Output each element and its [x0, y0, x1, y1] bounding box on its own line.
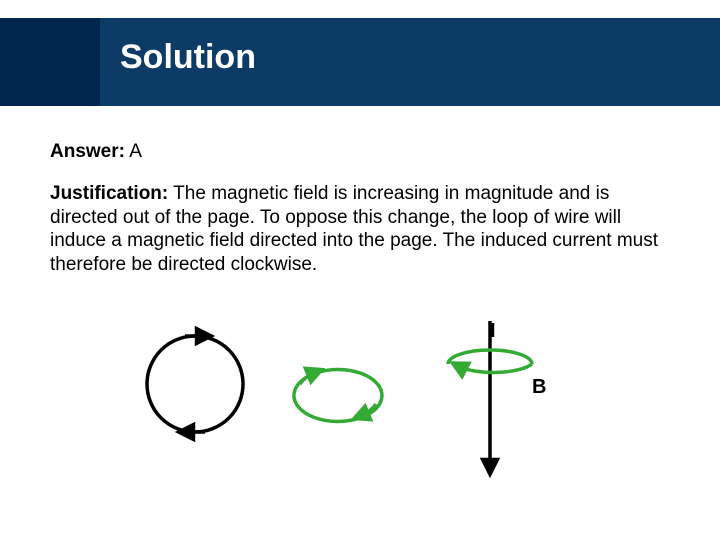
diagram-svg [0, 316, 720, 516]
header-accent [0, 18, 100, 106]
field-label: B [532, 376, 546, 399]
field-direction-icon [448, 321, 532, 468]
content-block: Answer: A Justification: The magnetic fi… [50, 140, 670, 277]
justification-block: Justification: The magnetic field is inc… [50, 182, 670, 277]
slide-title: Solution [120, 38, 256, 77]
answer-label: Answer: [50, 141, 125, 162]
induced-field-loop-icon [294, 369, 382, 421]
current-loop-icon [147, 336, 243, 432]
diagram-area: I B [0, 316, 720, 516]
justification-label: Justification: [50, 183, 168, 204]
header-band [0, 18, 720, 106]
answer-line: Answer: A [50, 140, 670, 164]
answer-value: A [129, 141, 142, 162]
current-label: I [490, 320, 496, 343]
